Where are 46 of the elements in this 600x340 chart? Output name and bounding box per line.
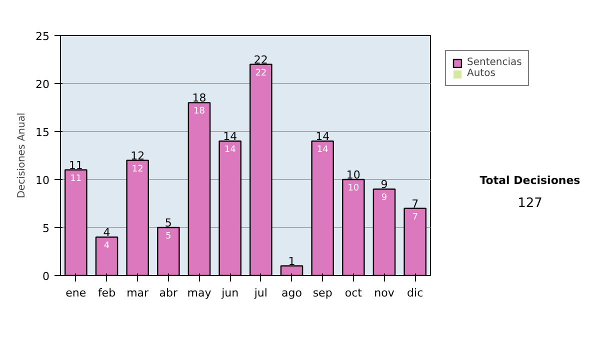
data-label: 18 [194,106,206,117]
y-axis-title: Decisiones Anual [16,112,28,198]
total-label: 11 [68,158,83,172]
x-tick-label: ene [66,286,86,300]
total-label: 14 [316,130,330,144]
total-label: 22 [254,53,268,66]
x-tick-label: jul [253,286,268,300]
x-tick-label: sep [312,286,332,300]
data-label: 11 [70,174,82,184]
x-tick-label: abr [159,286,178,300]
legend-label: Autos [467,68,496,79]
total-label: 14 [223,130,238,144]
x-tick-label: dic [407,286,424,300]
data-label: 10 [348,184,360,194]
x-tick-label: nov [374,286,395,300]
x-tick-label: ago [282,286,302,300]
y-tick-label: 25 [36,30,50,43]
x-tick-label: may [187,286,212,300]
text: Total Decisiones [480,173,580,189]
data-label: 14 [224,145,236,156]
data-label: 5 [166,232,172,242]
total-label: 10 [346,168,360,182]
y-tick-label: 5 [42,222,50,235]
data-label: 22 [255,68,267,78]
data-label: 7 [412,212,418,222]
total-label: 4 [103,226,110,240]
y-tick-label: 10 [36,174,50,187]
x-tick-label: oct [344,286,363,300]
legend-label: Sentencias [467,57,522,68]
x-tick-label: mar [126,286,150,300]
data-label: 14 [316,145,329,156]
total-label: 18 [192,92,206,105]
total-label: 1 [288,254,296,268]
total-label: 7 [412,197,419,210]
total-label: 12 [130,149,145,162]
total-label: 9 [380,178,388,192]
total-label: 5 [164,216,172,230]
data-label: 9 [381,193,388,204]
data-label: 12 [132,164,144,174]
data-label: 4 [104,241,110,252]
x-tick-label: jun [220,286,239,300]
y-tick-label: 15 [36,126,50,139]
y-tick-label: 0 [42,270,50,283]
y-tick-label: 20 [36,78,50,91]
x-tick-label: feb [98,286,116,300]
text: 127 [516,194,544,213]
